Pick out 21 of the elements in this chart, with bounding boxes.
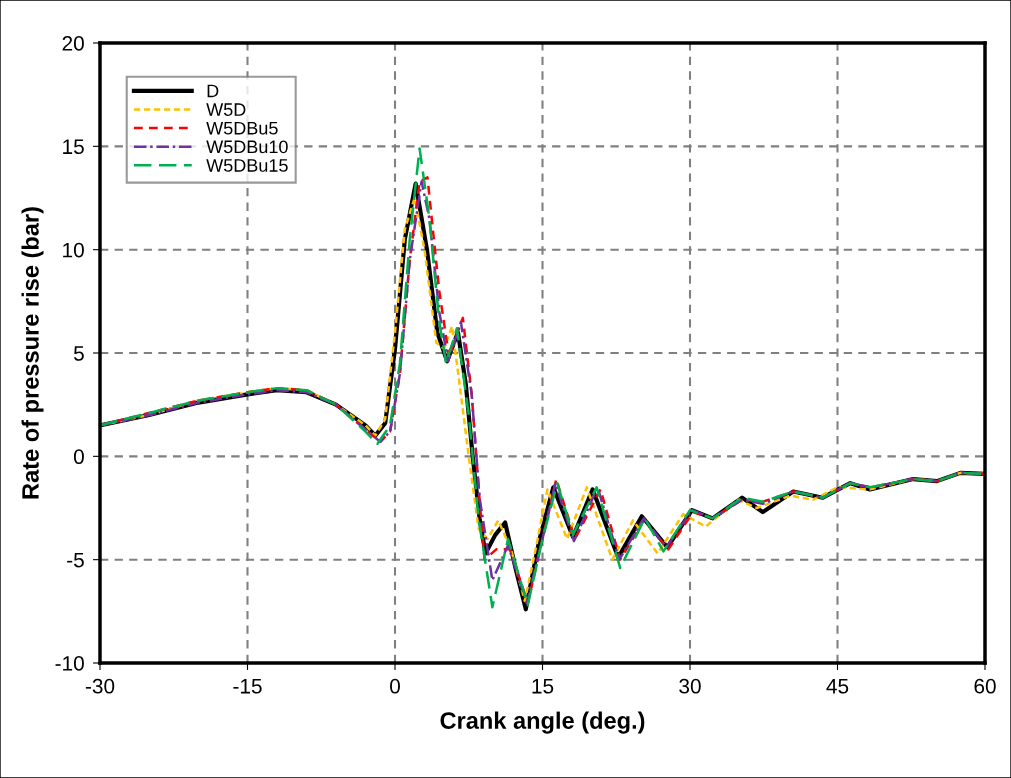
x-tick-label: -30 [85, 678, 115, 694]
y-tick-label: 5 [73, 346, 84, 361]
x-tick-label: 15 [532, 679, 554, 694]
legend-label: D [207, 84, 219, 98]
x-tick-label: 30 [679, 678, 701, 694]
y-tick-label: 15 [63, 139, 84, 155]
legend-label: W5DBu10 [206, 140, 288, 154]
y-tick-label: 0 [73, 449, 84, 465]
y-tick-label: -5 [67, 552, 84, 568]
y-tick-label: 10 [63, 242, 84, 258]
x-tick-label: 60 [974, 678, 996, 694]
legend-label: W5DBu15 [206, 159, 288, 172]
legend-label: W5D [206, 103, 246, 116]
x-tick-label: 0 [390, 678, 400, 694]
y-tick-label: 20 [62, 36, 84, 51]
legend-label: W5DBu5 [206, 121, 278, 135]
x-axis-title: Crank angle (deg.) [440, 711, 645, 734]
x-tick-label: -15 [233, 679, 262, 694]
x-tick-label: 45 [826, 679, 849, 694]
y-tick-label: -10 [55, 656, 84, 671]
y-axis-title: Rate of pressure rise (bar) [21, 207, 44, 499]
